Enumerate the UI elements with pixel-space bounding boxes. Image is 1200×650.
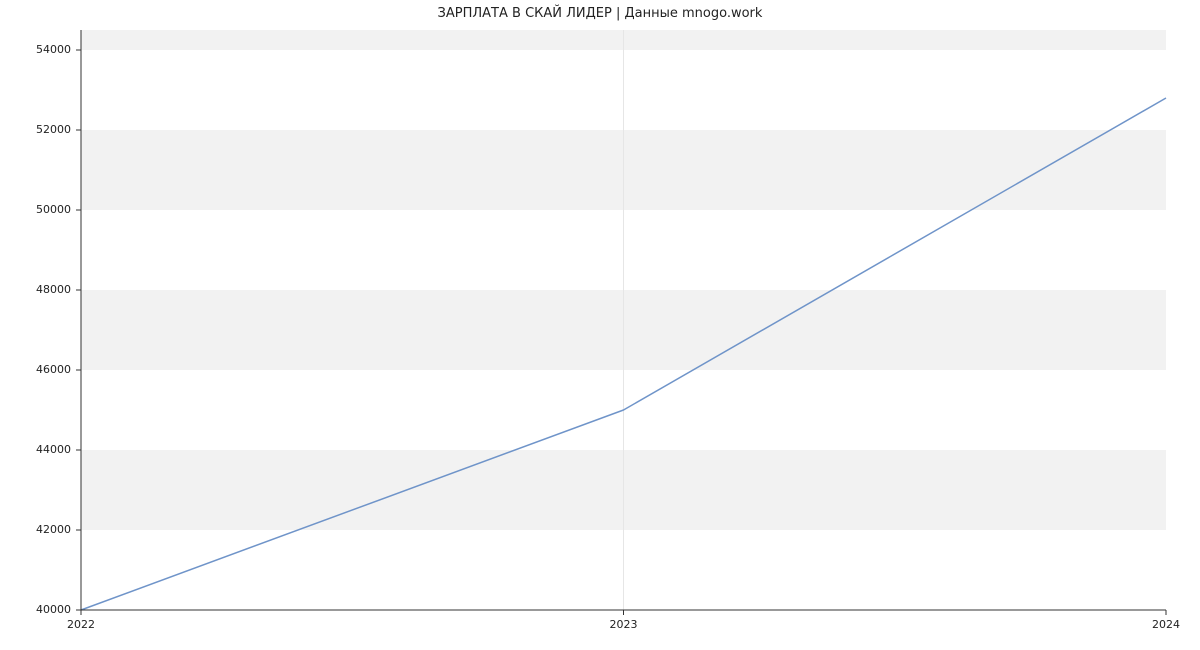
plot-area bbox=[81, 30, 1166, 610]
y-tick-label: 42000 bbox=[36, 523, 71, 536]
chart-title: ЗАРПЛАТА В СКАЙ ЛИДЕР | Данные mnogo.wor… bbox=[0, 6, 1200, 21]
salary-line-chart: ЗАРПЛАТА В СКАЙ ЛИДЕР | Данные mnogo.wor… bbox=[0, 0, 1200, 650]
y-tick-label: 40000 bbox=[36, 603, 71, 616]
y-tick-label: 54000 bbox=[36, 43, 71, 56]
x-tick-label: 2023 bbox=[610, 618, 638, 631]
y-tick-label: 52000 bbox=[36, 123, 71, 136]
y-tick-label: 46000 bbox=[36, 363, 71, 376]
y-tick-label: 48000 bbox=[36, 283, 71, 296]
y-tick-label: 50000 bbox=[36, 203, 71, 216]
x-tick-label: 2022 bbox=[67, 618, 95, 631]
x-tick-label: 2024 bbox=[1152, 618, 1180, 631]
y-tick-label: 44000 bbox=[36, 443, 71, 456]
